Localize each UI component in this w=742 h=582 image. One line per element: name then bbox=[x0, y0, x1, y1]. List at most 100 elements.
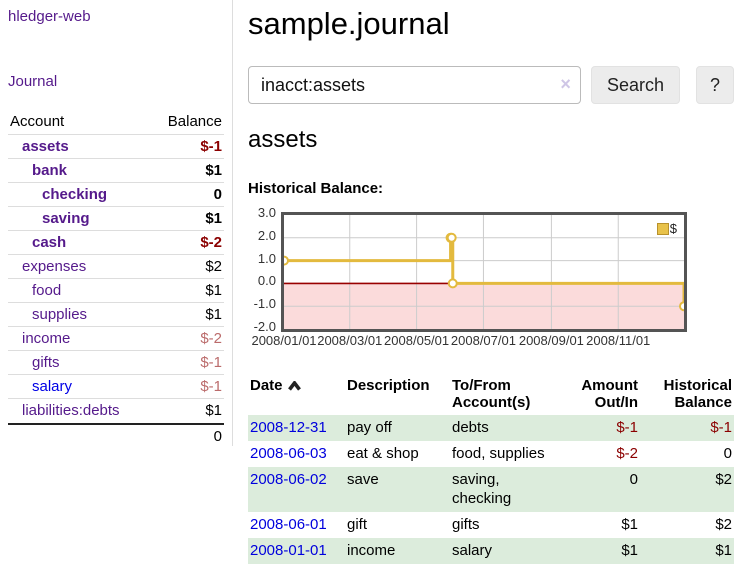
account-link-bank[interactable]: bank bbox=[32, 162, 68, 179]
account-row-assets: assets $-1 bbox=[8, 135, 224, 159]
help-button[interactable]: ? bbox=[695, 66, 734, 104]
account-link-gifts[interactable]: gifts bbox=[32, 354, 60, 371]
register-table: Date Description To/From Account(s) Amou… bbox=[248, 375, 734, 564]
legend-label: $ bbox=[669, 221, 677, 236]
register-header-amount: Amount Out/In bbox=[581, 377, 638, 411]
transaction-date-link[interactable]: 2008-06-01 bbox=[250, 516, 327, 534]
transaction-description: eat & shop bbox=[347, 444, 419, 462]
account-balance: $-1 bbox=[200, 378, 222, 395]
transaction-balance: $2 bbox=[715, 516, 732, 534]
sort-ascending-icon bbox=[287, 380, 301, 391]
account-balance: $-1 bbox=[200, 138, 222, 155]
y-tick-label: -2.0 bbox=[253, 319, 276, 334]
x-tick-label: 2008/07/01 bbox=[450, 333, 516, 348]
accounts-header-balance: Balance bbox=[167, 113, 222, 130]
account-link-supplies[interactable]: supplies bbox=[32, 306, 88, 323]
balance-chart: 3.0 2.0 1.0 0.0 -1.0 -2.0 $ 2008/01/01 2008/03… bbox=[248, 205, 688, 349]
transaction-accounts: debts bbox=[450, 415, 562, 441]
transaction-date-link[interactable]: 2008-06-03 bbox=[250, 444, 327, 462]
transaction-amount: 0 bbox=[562, 466, 640, 513]
chart-x-axis-labels: 2008/01/01 2008/03/01 2008/05/01 2008/07/01… bbox=[251, 333, 687, 349]
account-link-liabilities-debts[interactable]: liabilities:debts bbox=[22, 402, 120, 419]
account-row-salary: salary $-1 bbox=[8, 375, 224, 399]
chart-canvas bbox=[284, 215, 684, 329]
transaction-balance: $-1 bbox=[640, 415, 734, 441]
account-row-food: food $1 bbox=[8, 279, 224, 303]
transaction-accounts: gifts bbox=[452, 516, 480, 534]
transaction-amount: $-2 bbox=[616, 444, 638, 462]
account-link-cash[interactable]: cash bbox=[32, 234, 67, 251]
x-tick-label: 2008/03/01 bbox=[317, 333, 383, 348]
register-header-accounts: To/From Account(s) bbox=[452, 377, 531, 411]
account-link-food[interactable]: food bbox=[32, 282, 62, 299]
page-title: sample.journal bbox=[248, 6, 450, 41]
account-link-assets[interactable]: assets bbox=[22, 138, 69, 155]
transaction-description: save bbox=[345, 466, 450, 513]
register-header-row: Date Description To/From Account(s) Amou… bbox=[248, 375, 734, 415]
register-row: 2008-06-01 gift gifts $1 $2 bbox=[248, 512, 734, 538]
account-row-checking: checking 0 bbox=[8, 183, 224, 207]
search-button[interactable]: Search bbox=[590, 66, 680, 104]
account-row-supplies: supplies $1 bbox=[8, 303, 224, 327]
x-tick-label: 2008/01/01 bbox=[251, 333, 317, 348]
transaction-balance: $2 bbox=[640, 466, 734, 513]
transaction-balance: $1 bbox=[640, 537, 734, 564]
sidebar: hledger-web Journal Account Balance asse… bbox=[0, 0, 233, 446]
transaction-date-link[interactable]: 2008-12-31 bbox=[250, 419, 327, 436]
x-tick-label: 2008/05/01 bbox=[384, 333, 450, 348]
account-balance: $-2 bbox=[200, 234, 222, 251]
account-balance: $-1 bbox=[200, 354, 222, 371]
y-tick-label: -1.0 bbox=[253, 296, 276, 312]
account-balance: $2 bbox=[205, 258, 222, 275]
account-balance: $1 bbox=[205, 282, 222, 299]
account-link-salary[interactable]: salary bbox=[32, 378, 73, 395]
transaction-description: income bbox=[345, 537, 450, 564]
chart-plot-area: $ bbox=[281, 212, 687, 332]
account-balance: $1 bbox=[205, 402, 222, 419]
transaction-description: gift bbox=[347, 516, 368, 534]
main-content: sample.journal × Search ? assets Histori… bbox=[248, 0, 734, 564]
legend-swatch-icon bbox=[656, 222, 669, 235]
y-tick-label: 1.0 bbox=[257, 250, 276, 266]
account-balance: $-2 bbox=[200, 330, 222, 347]
account-row-bank: bank $1 bbox=[8, 159, 224, 183]
transaction-description: pay off bbox=[345, 415, 450, 441]
account-link-income[interactable]: income bbox=[22, 330, 71, 347]
chart-y-axis-labels: 3.0 2.0 1.0 0.0 -1.0 -2.0 bbox=[248, 205, 278, 334]
app-title-link[interactable]: hledger-web bbox=[8, 8, 91, 25]
account-row-cash: cash $-2 bbox=[8, 231, 224, 255]
transaction-amount: $-1 bbox=[562, 415, 640, 441]
transaction-amount: $1 bbox=[562, 537, 640, 564]
sidebar-item-journal[interactable]: Journal bbox=[8, 73, 58, 90]
search-form: × Search ? bbox=[248, 66, 734, 104]
register-header-description: Description bbox=[347, 377, 430, 394]
register-row: 2008-12-31 pay off debts $-1 $-1 bbox=[248, 415, 734, 441]
y-tick-label: 3.0 bbox=[257, 205, 276, 220]
account-row-income: income $-2 bbox=[8, 327, 224, 351]
transaction-balance: 0 bbox=[723, 444, 732, 462]
clear-search-icon[interactable]: × bbox=[560, 74, 571, 94]
y-tick-label: 2.0 bbox=[257, 227, 276, 243]
chart-legend: $ bbox=[656, 221, 677, 236]
register-row: 2008-01-01 income salary $1 $1 bbox=[248, 537, 734, 564]
search-input[interactable] bbox=[248, 66, 581, 104]
account-row-saving: saving $1 bbox=[8, 207, 224, 231]
account-row-expenses: expenses $2 bbox=[8, 255, 224, 279]
register-header-date[interactable]: Date bbox=[248, 375, 345, 415]
accounts-table: Account Balance assets $-1 bank $1 check… bbox=[8, 110, 224, 448]
accounts-total-value: 0 bbox=[213, 428, 222, 445]
transaction-accounts: saving, checking bbox=[450, 466, 562, 513]
account-link-expenses[interactable]: expenses bbox=[22, 258, 87, 275]
transaction-date-link[interactable]: 2008-06-02 bbox=[250, 470, 327, 488]
account-link-checking[interactable]: checking bbox=[42, 186, 108, 203]
account-link-saving[interactable]: saving bbox=[42, 210, 90, 227]
account-balance: $1 bbox=[205, 210, 222, 227]
transaction-date-link[interactable]: 2008-01-01 bbox=[250, 541, 327, 559]
account-heading: assets bbox=[248, 126, 318, 153]
y-tick-label: 0.0 bbox=[257, 273, 276, 289]
accounts-header-account: Account bbox=[10, 113, 65, 130]
register-row: 2008-06-03 eat & shop food, supplies $-2… bbox=[248, 441, 734, 467]
accounts-table-header: Account Balance bbox=[8, 110, 224, 135]
account-balance: 0 bbox=[213, 186, 222, 203]
transaction-accounts: food, supplies bbox=[452, 444, 545, 462]
